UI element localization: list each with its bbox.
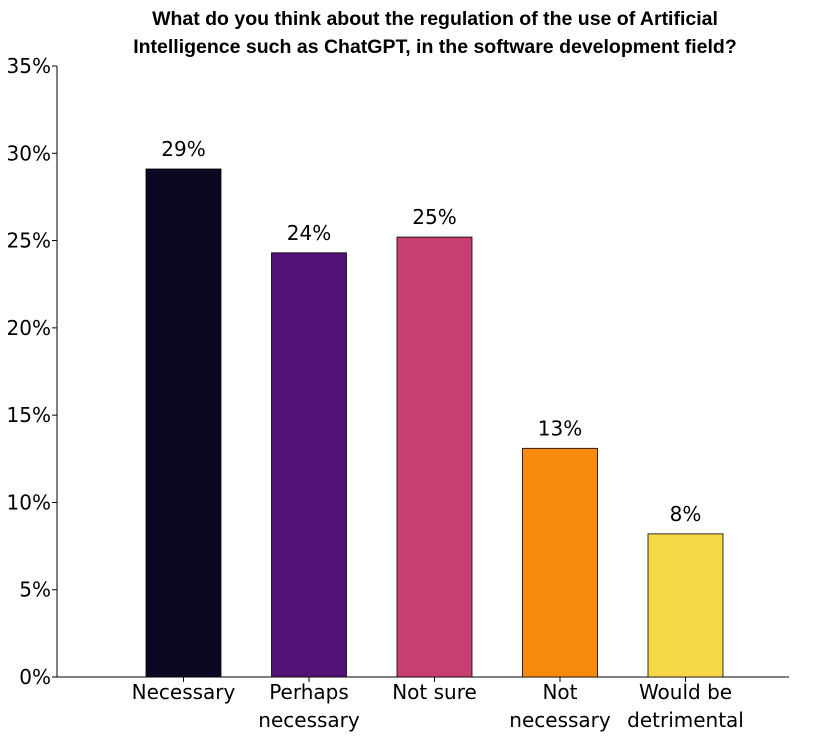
data-label-2: 25% <box>412 205 456 229</box>
x-tick-label-3-1: necessary <box>509 708 611 732</box>
y-tick-label: 0% <box>19 665 51 689</box>
x-tick-label-3-0: Not <box>542 680 577 704</box>
bar-2 <box>396 236 473 678</box>
bar-4 <box>647 533 724 678</box>
data-label-1: 24% <box>287 221 331 245</box>
x-tick-label-4-1: detrimental <box>627 708 744 732</box>
x-tick-label-4-0: Would be <box>639 680 732 704</box>
data-label-0: 29% <box>161 137 205 161</box>
chart-title-line-1: What do you think about the regulation o… <box>152 8 718 30</box>
y-tick-label: 30% <box>7 141 51 165</box>
bar-3 <box>522 447 598 678</box>
y-tick-label: 35% <box>7 54 51 78</box>
data-label-4: 8% <box>670 502 702 526</box>
bar-1 <box>271 252 347 678</box>
plot-area: 0% 5% 10% 15% 20% 25% 30% 35% 29% Necessary 24% Per… <box>7 54 789 732</box>
y-tick-label: 15% <box>7 403 51 427</box>
x-tick-label-0-0: Necessary <box>132 680 236 704</box>
chart-title-line-2: Intelligence such as ChatGPT, in the sof… <box>133 36 737 58</box>
y-tick-label: 5% <box>19 578 51 602</box>
x-tick-label-1-1: necessary <box>258 708 360 732</box>
y-tick-label: 25% <box>7 229 51 253</box>
x-tick-label-2-0: Not sure <box>392 680 477 704</box>
data-label-3: 13% <box>538 416 582 440</box>
y-tick-label: 20% <box>7 316 51 340</box>
bar-0 <box>145 168 222 678</box>
x-tick-label-1-0: Perhaps <box>269 680 349 704</box>
y-tick-label: 10% <box>7 490 51 514</box>
